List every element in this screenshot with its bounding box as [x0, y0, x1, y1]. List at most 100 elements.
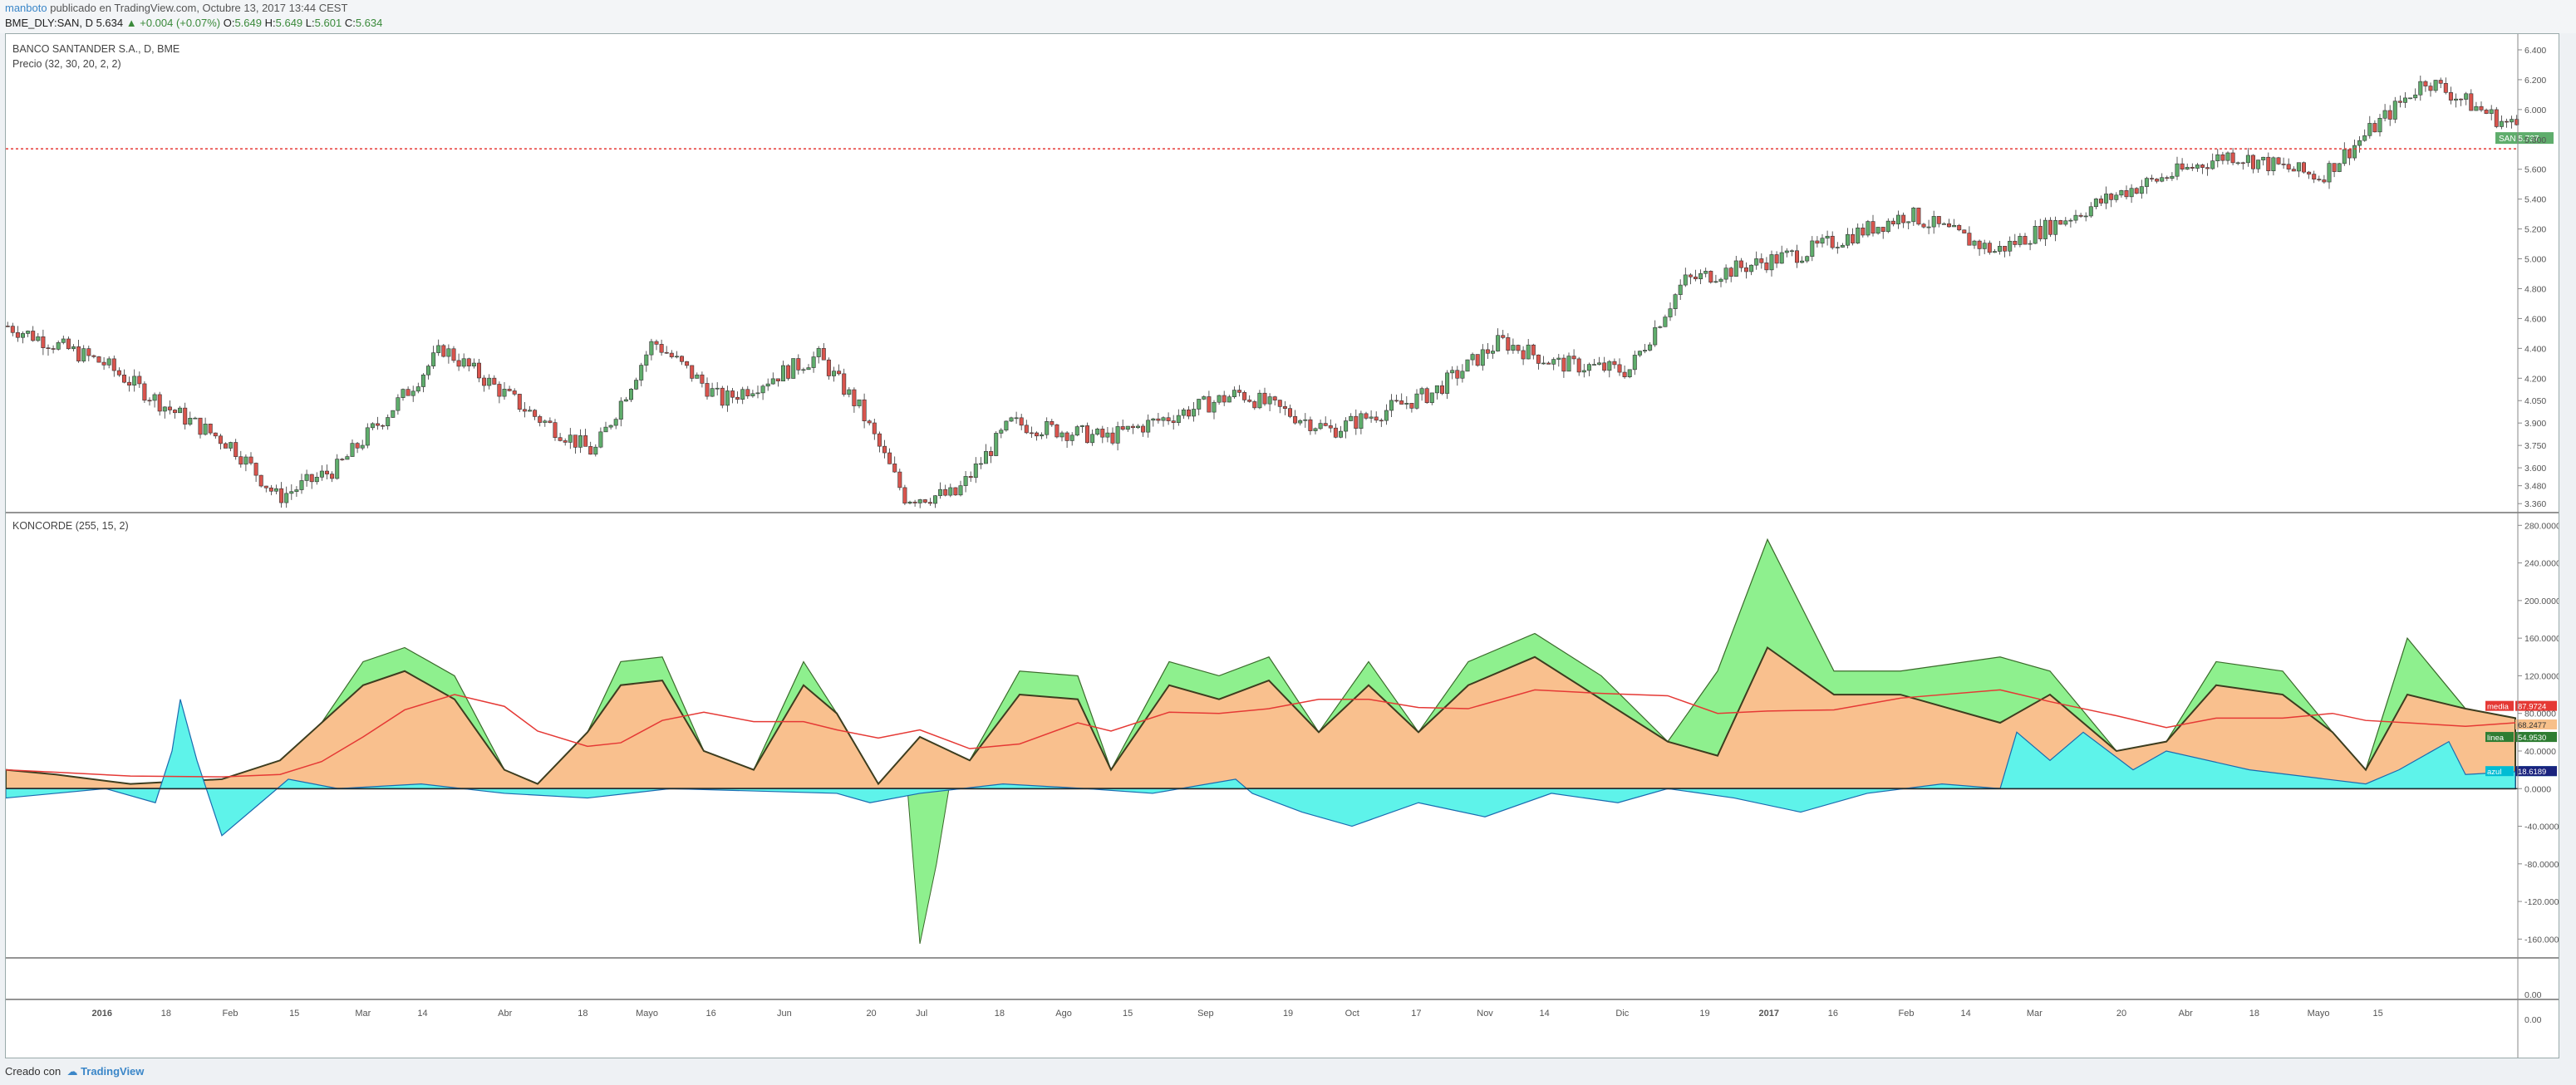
candle-body [705, 383, 710, 397]
candle-body [1090, 434, 1095, 444]
candle-body [2387, 110, 2392, 120]
close-value: 5.634 [355, 17, 383, 29]
candle-body [410, 390, 415, 396]
candle-body [1496, 335, 1501, 351]
candle-body [1795, 250, 1800, 263]
candle-body [2195, 164, 2200, 169]
candle-body [167, 406, 172, 410]
candle-body [2494, 109, 2499, 127]
candle-body [350, 443, 355, 457]
candle-body [659, 344, 664, 353]
candle-body [1861, 227, 1866, 236]
koncorde-tick-label: -160.0000 [2524, 935, 2559, 945]
candle-body [273, 488, 278, 492]
tradingview-logo-icon[interactable]: ☁ [66, 1065, 78, 1078]
candle-body [1531, 344, 1536, 356]
candle-body [740, 389, 745, 400]
price-pane[interactable]: BANCO SANTANDER S.A., D, BME Precio (32,… [5, 43, 2554, 508]
candle-body [1079, 425, 1084, 427]
candle-body [563, 440, 568, 443]
candle-body [2180, 163, 2185, 169]
candle-body [1450, 370, 1455, 374]
chart-svg[interactable]: BANCO SANTANDER S.A., D, BME Precio (32,… [5, 34, 2564, 1058]
candle-body [2144, 178, 2149, 187]
candle-body [461, 358, 466, 367]
candle-body [2053, 220, 2058, 235]
candle-body [2210, 160, 2215, 169]
x-tick-label: Mayo [2308, 1009, 2330, 1019]
candle-body [786, 365, 791, 379]
candle-body [1506, 337, 1511, 351]
candle-body [2038, 226, 2043, 239]
x-tick-label: 20 [866, 1009, 876, 1019]
candle-body [2073, 214, 2078, 221]
candle-body [1556, 357, 1561, 360]
candle-body [1982, 243, 1987, 249]
media-line [5, 689, 2516, 778]
candle-body [1825, 235, 1830, 239]
candle-body [968, 476, 973, 479]
x-tick-label: Mar [2027, 1009, 2043, 1019]
candle-body [1085, 425, 1090, 444]
candle-body [431, 352, 436, 366]
candle-body [710, 388, 715, 397]
x-tick-label: 14 [417, 1009, 427, 1019]
candle-body [1404, 403, 1409, 405]
candle-body [1151, 418, 1156, 421]
candle-body [1409, 403, 1414, 409]
candle-body [517, 394, 522, 410]
tradingview-link[interactable]: TradingView [81, 1065, 145, 1078]
footer-bar: Creado con ☁ TradingView [0, 1058, 2576, 1085]
candle-body [56, 342, 61, 350]
candle-body [2392, 101, 2397, 120]
candle-body [2093, 199, 2098, 208]
candle-body [1866, 221, 1871, 236]
price-tick-label: 3.480 [2524, 482, 2546, 492]
candle-body [1156, 418, 1161, 421]
x-tick-label: Jul [916, 1009, 927, 1019]
created-with: Creado con ☁ TradingView [5, 1065, 145, 1078]
candle-body [1009, 417, 1014, 422]
koncorde-pane[interactable]: KONCORDE (255, 15, 2) 87.9724 media 68.247… [5, 520, 2557, 945]
koncorde-tick-label: 0.0000 [2524, 784, 2551, 794]
candle-body [984, 451, 989, 464]
x-axis: 2016 18 Feb 15 Mar 14 Abr 18 Mayo 16 Jun 20 Jul 18 Ago… [91, 1009, 2382, 1019]
candle-body [2028, 243, 2033, 245]
candle-body [512, 390, 517, 395]
candle-body [1957, 224, 1962, 231]
series-name-text: azul [2487, 768, 2501, 777]
candle-body [2023, 236, 2028, 245]
candle-body [2489, 109, 2494, 114]
candle-body [553, 422, 558, 438]
candle-body [2109, 194, 2114, 200]
candle-body [543, 420, 548, 423]
candle-body [674, 356, 679, 358]
candle-body [1668, 308, 1673, 317]
candle-body [664, 351, 669, 354]
publish-info: manboto publicado en TradingView.com, Oc… [5, 2, 347, 14]
value-label-text: 18.6189 [2518, 768, 2546, 777]
candle-body [2261, 156, 2266, 160]
series-name-text: media [2487, 703, 2510, 712]
candle-body [608, 425, 613, 428]
author-link[interactable]: manboto [5, 2, 47, 14]
candle-body [2139, 186, 2144, 194]
candle-body [1875, 227, 1880, 234]
candle-body [157, 394, 162, 412]
chart-container[interactable]: BANCO SANTANDER S.A., D, BME Precio (32,… [5, 33, 2564, 1058]
candle-body [1774, 254, 1779, 264]
x-tick-label: 19 [1699, 1009, 1709, 1019]
candle-body [132, 376, 137, 385]
candle-body [2347, 149, 2352, 159]
koncorde-tick-label: -80.0000 [2524, 860, 2559, 870]
candle-body [355, 443, 360, 449]
candle-body [1480, 349, 1485, 366]
candle-body [2251, 155, 2256, 169]
y-axes: 6.400 6.200 6.000 5.800 5.600 5.400 5.200 5.000… [2518, 46, 2564, 1025]
candle-body [892, 464, 897, 473]
candle-body [1333, 427, 1338, 438]
candle-body [1800, 260, 1805, 263]
candle-body [1688, 274, 1693, 277]
candle-body [360, 444, 365, 449]
price-tag-box [2495, 132, 2554, 145]
